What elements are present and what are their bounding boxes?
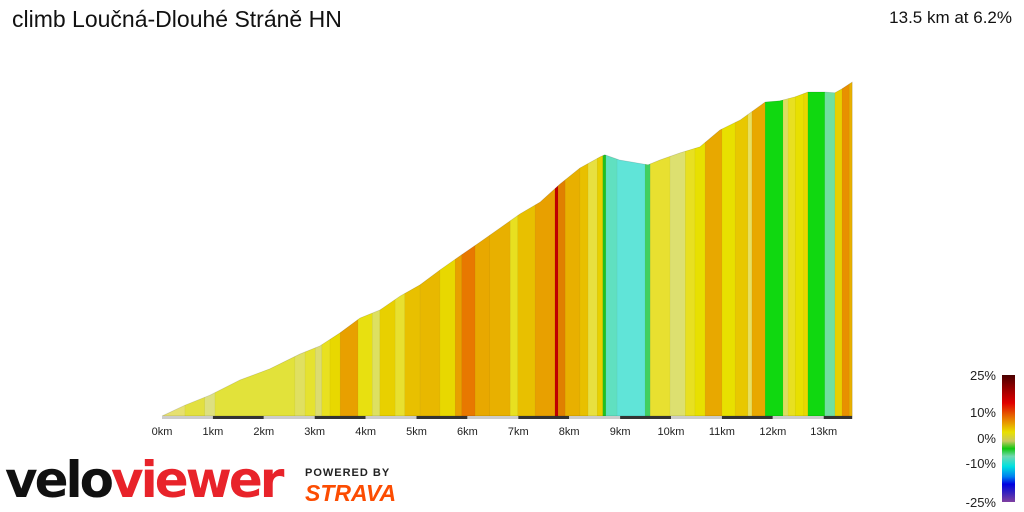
x-tick-label: 8km [559, 426, 580, 438]
gradient-segment [564, 82, 581, 416]
gradient-segment [419, 82, 441, 416]
gradient-segment [461, 82, 476, 416]
x-tick-label: 7km [508, 426, 529, 438]
gradient-segment [787, 82, 796, 416]
gradient-segment [605, 82, 618, 416]
km-axis-band [823, 416, 853, 419]
x-tick-label: 10km [658, 426, 685, 438]
gradient-segment [764, 82, 784, 416]
gradient-segment [314, 82, 323, 416]
gradient-segment [534, 82, 556, 416]
gradient-segment [794, 82, 805, 416]
gradient-segment [803, 82, 809, 416]
km-axis-band [569, 416, 621, 419]
km-axis-band [162, 416, 213, 419]
gradient-segment [294, 82, 306, 416]
gradient-segment [807, 82, 826, 416]
gradient-segment [371, 82, 381, 416]
gradient-segment [587, 82, 598, 416]
legend-label: 25% [969, 368, 996, 383]
gradient-segment [517, 82, 536, 416]
gradient-segment [685, 82, 696, 416]
gradient-segment [747, 82, 753, 416]
gradient-segment [474, 82, 491, 416]
gradient-segment [439, 82, 456, 416]
gradient-color-scale [1002, 375, 1015, 502]
gradient-segment [694, 82, 706, 416]
gradient-segment [162, 82, 186, 416]
powered-by-label: POWERED BY [305, 467, 391, 479]
x-tick-label: 12km [759, 426, 786, 438]
strava-logo: STRAVA [305, 480, 397, 506]
gradient-segment [841, 82, 850, 416]
gradient-segment [596, 82, 604, 416]
gradient-segment [204, 82, 216, 416]
gradient-segment [339, 82, 359, 416]
gradient-segment [721, 82, 736, 416]
legend-label: -25% [965, 495, 996, 510]
gradient-segment [509, 82, 519, 416]
gradient-segment [579, 82, 589, 416]
x-tick-label: 11km [709, 426, 735, 438]
x-tick-label: 3km [304, 426, 325, 438]
gradient-segment [394, 82, 406, 416]
climb-summary: 13.5 km at 6.2% [889, 8, 1012, 27]
km-axis-band [263, 416, 315, 419]
gradient-segment [782, 82, 789, 416]
gradient-segment [454, 82, 463, 416]
gradient-segment [321, 82, 331, 416]
legend-label: -10% [965, 456, 996, 471]
legend-label: 0% [977, 431, 996, 446]
km-axis-band [721, 416, 773, 419]
page-title: climb Loučná-Dlouhé Stráně HN [12, 6, 342, 32]
x-tick-label: 9km [610, 426, 631, 438]
gradient-segment [616, 82, 646, 416]
km-axis-band [467, 416, 519, 419]
gradient-segment [824, 82, 836, 416]
km-axis-band [365, 416, 417, 419]
km-axis-band [518, 416, 570, 419]
x-tick-label: 1km [203, 426, 224, 438]
gradient-segment [751, 82, 766, 416]
gradient-segment [489, 82, 511, 416]
x-tick-label: 5km [406, 426, 427, 438]
km-axis-band [314, 416, 366, 419]
profile-outline [161, 81, 853, 417]
x-tick-label: 4km [355, 426, 376, 438]
gradient-segment [329, 82, 341, 416]
km-axis-band [212, 416, 264, 419]
km-axis-band [772, 416, 824, 419]
x-tick-label: 13km [810, 426, 837, 438]
gradient-segment [649, 82, 671, 416]
km-axis-band [620, 416, 671, 419]
gradient-segment [304, 82, 316, 416]
x-tick-label: 0km [152, 426, 173, 438]
gradient-segment [704, 82, 723, 416]
gradient-segment [214, 82, 296, 416]
veloviewer-logo: veloviewer [5, 451, 284, 509]
legend-label: 10% [969, 405, 996, 420]
gradient-segment [669, 82, 686, 416]
km-axis-band [671, 416, 722, 419]
gradient-segment [379, 82, 396, 416]
km-axis-band [416, 416, 468, 419]
gradient-segment [184, 82, 206, 416]
gradient-segment [644, 82, 651, 416]
gradient-segment [557, 82, 566, 416]
x-tick-label: 2km [253, 426, 274, 438]
gradient-segment [834, 82, 843, 416]
gradient-segment [848, 82, 853, 416]
x-tick-label: 6km [457, 426, 478, 438]
gradient-segment [404, 82, 421, 416]
gradient-segment [357, 82, 373, 416]
